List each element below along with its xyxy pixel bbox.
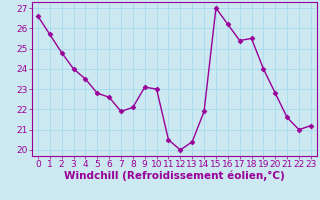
X-axis label: Windchill (Refroidissement éolien,°C): Windchill (Refroidissement éolien,°C)	[64, 171, 285, 181]
